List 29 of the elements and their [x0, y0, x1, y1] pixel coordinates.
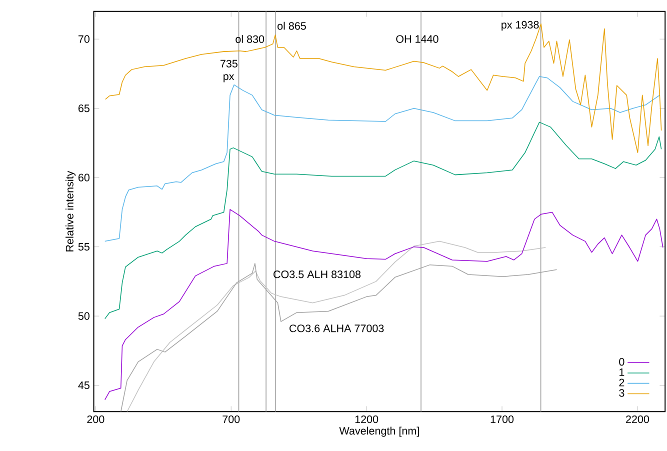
x-tick-label: 700 — [222, 416, 240, 424]
ref-line-label: ol 830 — [236, 35, 264, 44]
y-tick-label: 65 — [78, 104, 90, 112]
ref-line-label: px 1938 — [502, 21, 539, 31]
y-tick-label: 55 — [78, 243, 90, 251]
annotation: CO3.6 ALHA 77003 — [290, 324, 384, 332]
annotation: CO3.5 ALH 83108 — [274, 270, 361, 278]
x-tick-label: 200 — [87, 416, 104, 424]
x-tick-label: 1200 — [355, 416, 378, 424]
x-axis-title: Wavelength [nm] — [339, 426, 419, 437]
ref-line-label: ol 865 — [278, 22, 306, 30]
ref-line-label: 735 px — [220, 60, 238, 82]
line-series — [126, 241, 546, 412]
y-tick-label: 45 — [78, 382, 90, 390]
line-series — [104, 76, 660, 242]
y-tick-label: 60 — [78, 174, 90, 182]
line-series — [104, 209, 664, 400]
y-axis-title: Relative intensity — [66, 171, 76, 252]
ref-line-label: OH 1440 — [396, 35, 438, 44]
line-series — [104, 122, 662, 320]
x-tick-label: 2200 — [626, 416, 650, 424]
x-tick-label: 1700 — [490, 416, 514, 424]
legend-label: 0 — [619, 358, 624, 366]
legend-label: 1 — [620, 368, 624, 376]
legend-label: 3 — [619, 389, 624, 397]
legend-label: 2 — [619, 378, 624, 386]
y-tick-label: 50 — [78, 312, 90, 320]
y-tick-label: 70 — [78, 35, 90, 44]
line-series — [120, 263, 558, 412]
